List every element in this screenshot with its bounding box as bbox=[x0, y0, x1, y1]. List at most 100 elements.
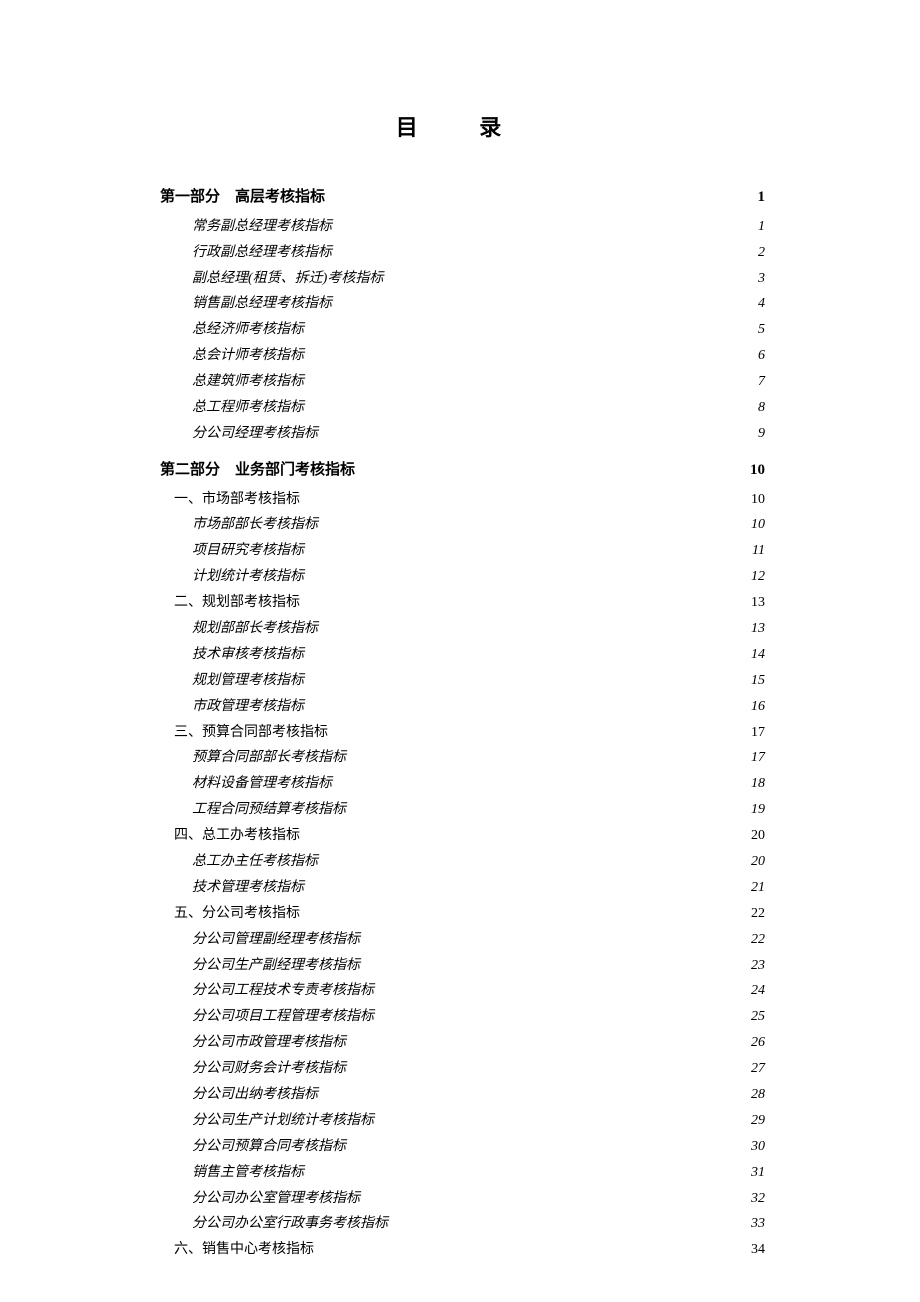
toc-entry-page: 20 bbox=[751, 849, 765, 875]
toc-entry-label: 技术管理考核指标 bbox=[192, 875, 304, 901]
toc-entry-page: 7 bbox=[758, 369, 765, 395]
toc-entry: 分公司项目工程管理考核指标25 bbox=[160, 1004, 765, 1030]
toc-entry-label: 总经济师考核指标 bbox=[192, 317, 304, 343]
table-of-contents: 第一部分 高层考核指标1常务副总经理考核指标1行政副总经理考核指标2副总经理(租… bbox=[160, 184, 765, 1263]
toc-entry: 销售主管考核指标31 bbox=[160, 1160, 765, 1186]
toc-entry-label: 规划部部长考核指标 bbox=[192, 616, 318, 642]
toc-entry: 第二部分 业务部门考核指标10 bbox=[160, 457, 765, 485]
toc-entry: 规划管理考核指标15 bbox=[160, 668, 765, 694]
toc-entry: 分公司市政管理考核指标 26 bbox=[160, 1030, 765, 1056]
toc-entry-label: 总工程师考核指标 bbox=[192, 395, 304, 421]
toc-entry-label: 行政副总经理考核指标 bbox=[192, 240, 332, 266]
toc-entry: 预算合同部部长考核指标17 bbox=[160, 745, 765, 771]
toc-entry-page: 14 bbox=[751, 642, 765, 668]
toc-entry-label: 规划管理考核指标 bbox=[192, 668, 304, 694]
toc-entry-label: 分公司工程技术专责考核指标 bbox=[192, 978, 374, 1004]
toc-entry-page: 28 bbox=[751, 1082, 765, 1108]
toc-entry: 分公司生产副经理考核指标23 bbox=[160, 953, 765, 979]
toc-entry: 市政管理考核指标 16 bbox=[160, 694, 765, 720]
toc-entry-page: 17 bbox=[751, 720, 765, 746]
toc-entry-label: 二、规划部考核指标 bbox=[174, 590, 300, 616]
toc-entry: 工程合同预结算考核指标19 bbox=[160, 797, 765, 823]
toc-entry-page: 30 bbox=[751, 1134, 765, 1160]
toc-entry: 分公司管理副经理考核指标 22 bbox=[160, 927, 765, 953]
toc-entry-page: 10 bbox=[751, 487, 765, 513]
toc-entry-label: 销售副总经理考核指标 bbox=[192, 291, 332, 317]
toc-entry-page: 22 bbox=[751, 901, 765, 927]
toc-entry-label: 技术审核考核指标 bbox=[192, 642, 304, 668]
toc-entry-label: 分公司出纳考核指标 bbox=[192, 1082, 318, 1108]
toc-entry: 六、销售中心考核指标 34 bbox=[160, 1237, 765, 1263]
toc-entry-page: 2 bbox=[758, 240, 765, 266]
toc-entry-page: 26 bbox=[751, 1030, 765, 1056]
toc-entry: 分公司财务会计考核指标 27 bbox=[160, 1056, 765, 1082]
toc-entry-label: 工程合同预结算考核指标 bbox=[192, 797, 346, 823]
toc-entry-page: 32 bbox=[751, 1186, 765, 1212]
toc-entry-label: 分公司经理考核指标 bbox=[192, 421, 318, 447]
toc-entry-page: 6 bbox=[758, 343, 765, 369]
toc-entry-page: 31 bbox=[751, 1160, 765, 1186]
toc-entry-label: 总工办主任考核指标 bbox=[192, 849, 318, 875]
toc-entry-page: 29 bbox=[751, 1108, 765, 1134]
toc-entry-page: 1 bbox=[758, 214, 765, 240]
toc-entry-page: 3 bbox=[758, 266, 765, 292]
page-title: 目 录 bbox=[160, 110, 765, 142]
toc-entry: 市场部部长考核指标10 bbox=[160, 512, 765, 538]
toc-entry-label: 项目研究考核指标 bbox=[192, 538, 304, 564]
toc-entry-page: 16 bbox=[751, 694, 765, 720]
toc-entry-label: 市场部部长考核指标 bbox=[192, 512, 318, 538]
toc-entry-label: 总建筑师考核指标 bbox=[192, 369, 304, 395]
toc-entry: 总建筑师考核指标 7 bbox=[160, 369, 765, 395]
toc-entry-label: 第一部分 高层考核指标 bbox=[160, 184, 325, 212]
toc-entry-page: 24 bbox=[751, 978, 765, 1004]
toc-entry-label: 市政管理考核指标 bbox=[192, 694, 304, 720]
toc-entry-label: 副总经理(租赁、拆迁)考核指标 bbox=[192, 266, 383, 292]
toc-entry: 第一部分 高层考核指标 1 bbox=[160, 184, 765, 212]
toc-entry-page: 22 bbox=[751, 927, 765, 953]
toc-entry-label: 六、销售中心考核指标 bbox=[174, 1237, 314, 1263]
toc-entry-label: 分公司管理副经理考核指标 bbox=[192, 927, 360, 953]
toc-entry: 计划统计考核指标12 bbox=[160, 564, 765, 590]
toc-entry: 总会计师考核指标6 bbox=[160, 343, 765, 369]
toc-entry: 项目研究考核指标 11 bbox=[160, 538, 765, 564]
toc-entry: 技术审核考核指标 14 bbox=[160, 642, 765, 668]
toc-entry-page: 4 bbox=[758, 291, 765, 317]
toc-entry-page: 34 bbox=[751, 1237, 765, 1263]
toc-entry-page: 12 bbox=[751, 564, 765, 590]
toc-entry-page: 9 bbox=[758, 421, 765, 447]
toc-entry-label: 分公司市政管理考核指标 bbox=[192, 1030, 346, 1056]
toc-entry-label: 分公司办公室管理考核指标 bbox=[192, 1186, 360, 1212]
toc-entry-page: 27 bbox=[751, 1056, 765, 1082]
toc-entry: 总经济师考核指标 5 bbox=[160, 317, 765, 343]
toc-entry-label: 分公司财务会计考核指标 bbox=[192, 1056, 346, 1082]
toc-entry: 五、分公司考核指标 22 bbox=[160, 901, 765, 927]
toc-entry-label: 分公司办公室行政事务考核指标 bbox=[192, 1211, 388, 1237]
toc-entry: 分公司办公室管理考核指标 32 bbox=[160, 1186, 765, 1212]
toc-entry-page: 18 bbox=[751, 771, 765, 797]
toc-entry-page: 33 bbox=[751, 1211, 765, 1237]
toc-entry: 材料设备管理考核指标18 bbox=[160, 771, 765, 797]
toc-entry: 分公司办公室行政事务考核指标 33 bbox=[160, 1211, 765, 1237]
toc-entry-page: 8 bbox=[758, 395, 765, 421]
toc-entry: 总工程师考核指标 8 bbox=[160, 395, 765, 421]
toc-entry: 副总经理(租赁、拆迁)考核指标 3 bbox=[160, 266, 765, 292]
toc-entry: 行政副总经理考核指标 2 bbox=[160, 240, 765, 266]
toc-entry-page: 1 bbox=[758, 184, 766, 212]
toc-entry-label: 三、预算合同部考核指标 bbox=[174, 720, 328, 746]
toc-entry: 二、规划部考核指标13 bbox=[160, 590, 765, 616]
toc-entry: 技术管理考核指标21 bbox=[160, 875, 765, 901]
toc-entry-page: 5 bbox=[758, 317, 765, 343]
toc-entry: 一、市场部考核指标 10 bbox=[160, 487, 765, 513]
toc-entry-label: 五、分公司考核指标 bbox=[174, 901, 300, 927]
toc-entry: 分公司经理考核指标 9 bbox=[160, 421, 765, 447]
toc-entry: 四、总工办考核指标20 bbox=[160, 823, 765, 849]
toc-entry: 常务副总经理考核指标1 bbox=[160, 214, 765, 240]
toc-entry-page: 10 bbox=[750, 457, 765, 485]
toc-entry-page: 17 bbox=[751, 745, 765, 771]
toc-entry-label: 分公司生产计划统计考核指标 bbox=[192, 1108, 374, 1134]
toc-entry-label: 分公司预算合同考核指标 bbox=[192, 1134, 346, 1160]
toc-entry-label: 一、市场部考核指标 bbox=[174, 487, 300, 513]
toc-entry: 分公司生产计划统计考核指标 29 bbox=[160, 1108, 765, 1134]
toc-entry-page: 11 bbox=[752, 538, 765, 564]
toc-entry-label: 分公司生产副经理考核指标 bbox=[192, 953, 360, 979]
